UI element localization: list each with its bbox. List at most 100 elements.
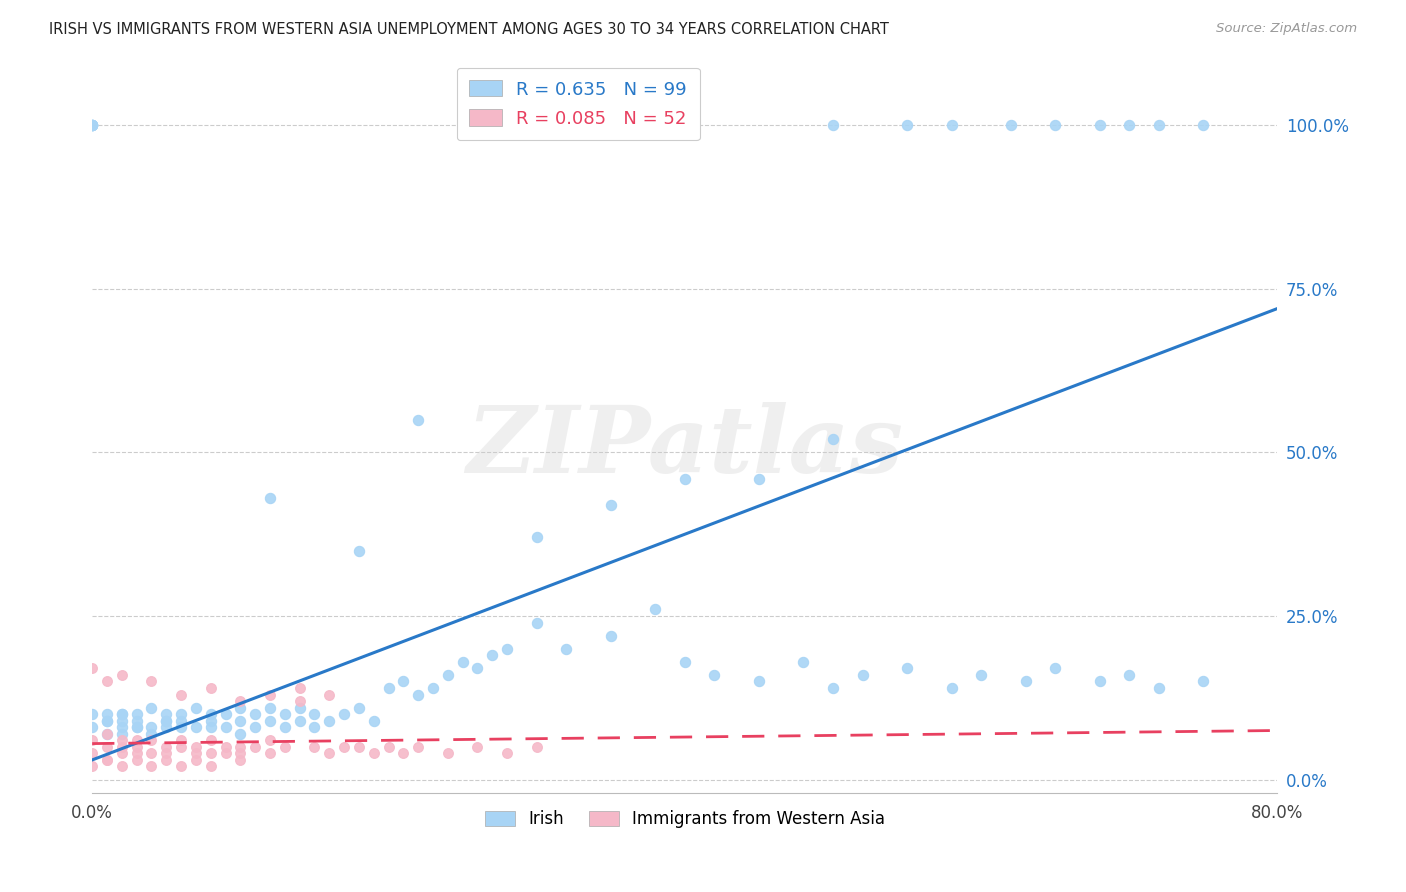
Point <box>259 688 281 702</box>
Point <box>111 720 134 734</box>
Point <box>467 661 489 675</box>
Point <box>82 733 104 747</box>
Point <box>184 720 207 734</box>
Point <box>436 668 458 682</box>
Point <box>496 641 519 656</box>
Point <box>125 747 148 761</box>
Point <box>96 714 118 728</box>
Point <box>111 707 134 722</box>
Point <box>184 753 207 767</box>
Point <box>96 753 118 767</box>
Point <box>96 674 118 689</box>
Point <box>274 720 297 734</box>
Text: Source: ZipAtlas.com: Source: ZipAtlas.com <box>1216 22 1357 36</box>
Point <box>111 733 134 747</box>
Point <box>155 707 177 722</box>
Point <box>170 733 193 747</box>
Point <box>274 707 297 722</box>
Point <box>200 720 222 734</box>
Point <box>243 739 266 754</box>
Point <box>82 759 104 773</box>
Point <box>288 714 311 728</box>
Point <box>229 714 252 728</box>
Point <box>82 118 104 132</box>
Point <box>673 655 696 669</box>
Point <box>170 739 193 754</box>
Point <box>229 727 252 741</box>
Point <box>1118 668 1140 682</box>
Point <box>392 747 415 761</box>
Point <box>852 668 875 682</box>
Point <box>200 707 222 722</box>
Point <box>392 674 415 689</box>
Point <box>526 739 548 754</box>
Text: IRISH VS IMMIGRANTS FROM WESTERN ASIA UNEMPLOYMENT AMONG AGES 30 TO 34 YEARS COR: IRISH VS IMMIGRANTS FROM WESTERN ASIA UN… <box>49 22 889 37</box>
Point <box>96 727 118 741</box>
Point <box>481 648 503 663</box>
Point <box>155 739 177 754</box>
Point <box>96 714 118 728</box>
Point <box>406 688 429 702</box>
Point <box>259 714 281 728</box>
Point <box>703 668 725 682</box>
Point <box>288 694 311 708</box>
Point <box>111 714 134 728</box>
Point <box>125 720 148 734</box>
Point <box>1192 118 1215 132</box>
Point <box>111 668 134 682</box>
Point <box>941 118 963 132</box>
Point <box>141 747 163 761</box>
Point <box>304 739 326 754</box>
Point <box>141 700 163 714</box>
Point <box>1088 674 1111 689</box>
Point <box>259 491 281 506</box>
Point <box>141 720 163 734</box>
Point <box>821 433 844 447</box>
Point <box>170 759 193 773</box>
Point <box>526 531 548 545</box>
Point <box>96 753 118 767</box>
Point <box>406 739 429 754</box>
Point <box>451 655 474 669</box>
Point <box>155 720 177 734</box>
Point <box>155 714 177 728</box>
Point <box>141 674 163 689</box>
Point <box>229 739 252 754</box>
Point <box>318 688 340 702</box>
Point <box>214 739 236 754</box>
Text: ZIPatlas: ZIPatlas <box>467 402 903 492</box>
Point <box>333 739 356 754</box>
Point <box>1000 118 1022 132</box>
Point <box>467 739 489 754</box>
Point <box>896 118 918 132</box>
Point <box>125 733 148 747</box>
Point <box>82 661 104 675</box>
Point <box>155 753 177 767</box>
Point <box>496 747 519 761</box>
Point <box>155 747 177 761</box>
Point <box>200 747 222 761</box>
Point <box>141 727 163 741</box>
Point <box>1014 674 1036 689</box>
Point <box>363 747 385 761</box>
Point <box>141 733 163 747</box>
Point <box>821 118 844 132</box>
Point <box>1045 118 1067 132</box>
Point <box>347 739 370 754</box>
Point <box>259 747 281 761</box>
Point <box>1118 118 1140 132</box>
Point <box>599 629 621 643</box>
Point <box>82 118 104 132</box>
Point <box>125 707 148 722</box>
Point <box>200 759 222 773</box>
Point <box>1088 118 1111 132</box>
Point <box>1192 674 1215 689</box>
Point <box>170 688 193 702</box>
Point <box>748 674 770 689</box>
Point <box>111 707 134 722</box>
Point <box>1147 681 1170 695</box>
Point <box>155 714 177 728</box>
Point <box>82 707 104 722</box>
Point <box>184 700 207 714</box>
Point <box>82 118 104 132</box>
